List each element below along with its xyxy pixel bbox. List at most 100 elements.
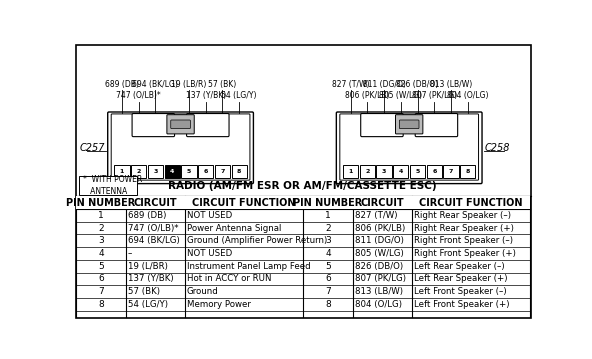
Bar: [410, 165, 425, 178]
Text: 8: 8: [325, 300, 331, 309]
Text: 6: 6: [432, 169, 436, 174]
Text: 4: 4: [98, 249, 104, 258]
Text: *  WITH POWER
   ANTENNA: * WITH POWER ANTENNA: [83, 175, 143, 196]
Text: 5: 5: [325, 262, 331, 271]
Text: Right Rear Speaker (–): Right Rear Speaker (–): [414, 211, 511, 220]
Text: 3: 3: [382, 169, 386, 174]
FancyBboxPatch shape: [340, 114, 478, 180]
Text: C257: C257: [79, 143, 105, 153]
Bar: [165, 165, 180, 178]
Text: 826 (DB/O): 826 (DB/O): [355, 262, 403, 271]
Bar: [443, 165, 459, 178]
Text: 811 (DG/O): 811 (DG/O): [363, 79, 406, 89]
Text: Right Front Speaker (–): Right Front Speaker (–): [414, 236, 513, 245]
Text: 6: 6: [98, 274, 104, 283]
Text: 4: 4: [170, 169, 175, 174]
Text: 7: 7: [325, 287, 331, 296]
Bar: [360, 165, 375, 178]
Text: 4: 4: [398, 169, 403, 174]
Text: CIRCUIT: CIRCUIT: [361, 198, 404, 208]
Bar: [76, 196, 530, 209]
Text: 7: 7: [449, 169, 453, 174]
Bar: [181, 165, 197, 178]
Bar: [460, 165, 475, 178]
Text: 1: 1: [325, 211, 331, 220]
FancyBboxPatch shape: [111, 114, 250, 180]
Text: 7: 7: [98, 287, 104, 296]
Text: 806 (PK/LB): 806 (PK/LB): [345, 91, 390, 100]
FancyBboxPatch shape: [415, 113, 458, 137]
Text: 826 (DB/O): 826 (DB/O): [397, 79, 439, 89]
Text: CIRCUIT FUNCTION: CIRCUIT FUNCTION: [419, 198, 523, 208]
FancyBboxPatch shape: [170, 120, 191, 129]
Text: 811 (DG/O): 811 (DG/O): [355, 236, 404, 245]
Text: Memory Power: Memory Power: [187, 300, 251, 309]
Text: 813 (LB/W): 813 (LB/W): [355, 287, 403, 296]
Bar: [215, 165, 230, 178]
Text: 807 (PK/LG): 807 (PK/LG): [411, 91, 457, 100]
Bar: [148, 165, 163, 178]
Text: 6: 6: [204, 169, 208, 174]
FancyBboxPatch shape: [79, 176, 137, 195]
Text: 137 (Y/BK): 137 (Y/BK): [185, 91, 226, 100]
Text: 6: 6: [325, 274, 331, 283]
Bar: [231, 165, 247, 178]
FancyBboxPatch shape: [108, 112, 253, 183]
FancyBboxPatch shape: [167, 115, 194, 134]
Text: 8: 8: [237, 169, 242, 174]
Bar: [393, 165, 408, 178]
FancyBboxPatch shape: [132, 113, 175, 137]
Text: C258: C258: [485, 143, 510, 153]
Text: 806 (PK/LB): 806 (PK/LB): [355, 224, 406, 233]
Text: Instrument Panel Lamp Feed: Instrument Panel Lamp Feed: [187, 262, 311, 271]
FancyBboxPatch shape: [400, 120, 419, 129]
Text: 57 (BK): 57 (BK): [208, 79, 237, 89]
Text: 7: 7: [220, 169, 224, 174]
Text: Left Front Speaker (–): Left Front Speaker (–): [414, 287, 507, 296]
Text: 5: 5: [98, 262, 104, 271]
Text: –: –: [128, 249, 133, 258]
Text: 694 (BK/LG): 694 (BK/LG): [128, 236, 180, 245]
Text: 54 (LG/Y): 54 (LG/Y): [128, 300, 168, 309]
Text: 5: 5: [186, 169, 191, 174]
Text: Ground: Ground: [187, 287, 218, 296]
Text: 689 (DB): 689 (DB): [128, 211, 166, 220]
Text: 2: 2: [365, 169, 369, 174]
Text: 747 (O/LB)*: 747 (O/LB)*: [116, 91, 161, 100]
Text: PIN NUMBER: PIN NUMBER: [294, 198, 363, 208]
Bar: [131, 165, 146, 178]
Text: Left Rear Speaker (+): Left Rear Speaker (+): [414, 274, 507, 283]
Bar: [198, 165, 213, 178]
Text: 19 (LB/R): 19 (LB/R): [171, 79, 207, 89]
Text: 807 (PK/LG): 807 (PK/LG): [355, 274, 406, 283]
Text: 54 (LG/Y): 54 (LG/Y): [221, 91, 257, 100]
Bar: [343, 165, 358, 178]
Text: Ground (Amplifier Power Return): Ground (Amplifier Power Return): [187, 236, 327, 245]
Bar: [377, 165, 392, 178]
Text: 3: 3: [153, 169, 157, 174]
Text: 137 (Y/BK): 137 (Y/BK): [128, 274, 173, 283]
Text: 1: 1: [120, 169, 124, 174]
Text: 3: 3: [325, 236, 331, 245]
Text: 1: 1: [98, 211, 104, 220]
Text: 8: 8: [466, 169, 470, 174]
Text: 4: 4: [325, 249, 331, 258]
Text: 804 (O/LG): 804 (O/LG): [447, 91, 488, 100]
Text: 8: 8: [98, 300, 104, 309]
Text: 1: 1: [348, 169, 353, 174]
Text: NOT USED: NOT USED: [187, 249, 232, 258]
FancyBboxPatch shape: [336, 112, 482, 183]
Text: 57 (BK): 57 (BK): [128, 287, 160, 296]
Text: Right Rear Speaker (+): Right Rear Speaker (+): [414, 224, 514, 233]
Text: 2: 2: [137, 169, 141, 174]
Text: 827 (T/W): 827 (T/W): [355, 211, 398, 220]
Text: 19 (L/BR): 19 (L/BR): [128, 262, 168, 271]
Text: CIRCUIT: CIRCUIT: [133, 198, 177, 208]
Text: Power Antenna Signal: Power Antenna Signal: [187, 224, 281, 233]
Text: Left Rear Speaker (–): Left Rear Speaker (–): [414, 262, 504, 271]
Text: 2: 2: [325, 224, 331, 233]
Text: 694 (BK/LG): 694 (BK/LG): [133, 79, 178, 89]
Text: Left Front Speaker (+): Left Front Speaker (+): [414, 300, 510, 309]
Text: Hot in ACCY or RUN: Hot in ACCY or RUN: [187, 274, 272, 283]
Text: 3: 3: [98, 236, 104, 245]
